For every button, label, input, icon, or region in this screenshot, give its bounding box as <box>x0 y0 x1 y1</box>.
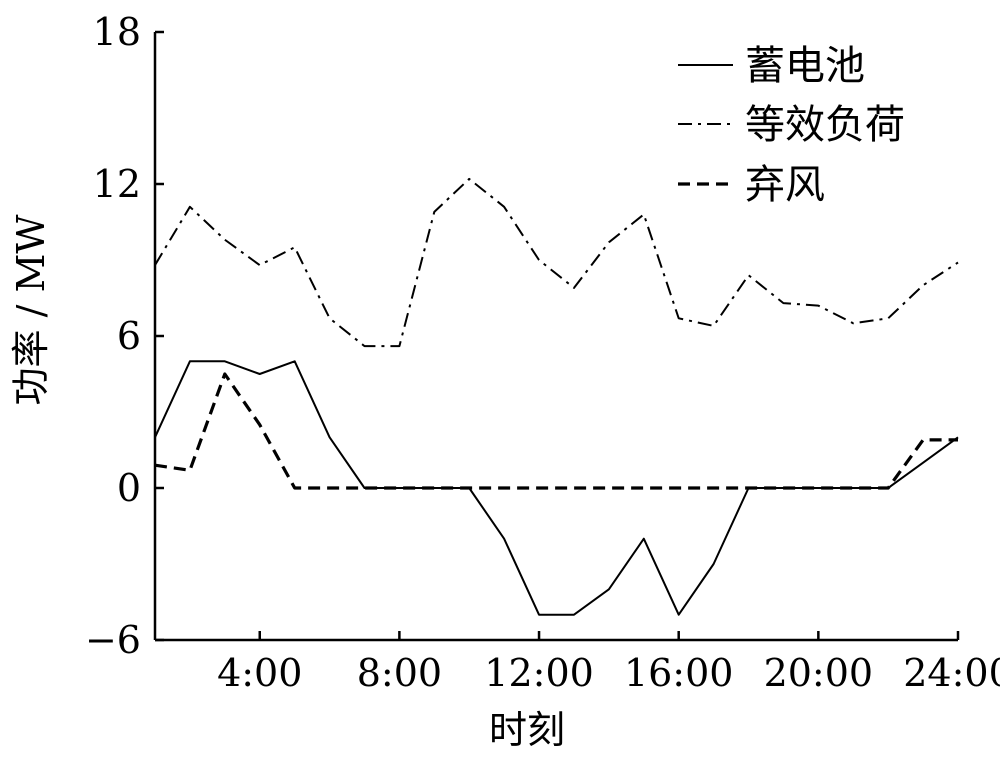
y-tick-label: 18 <box>93 10 141 54</box>
legend-label: 等效负荷 <box>745 102 905 148</box>
series-line-1 <box>154 177 959 348</box>
y-axis-title: 功率 / MW <box>9 215 53 406</box>
x-tick-label: 8:00 <box>357 651 442 695</box>
x-tick-label: 20:00 <box>764 651 874 695</box>
y-tick-label: 0 <box>117 466 141 510</box>
x-ticks: 4:00 8:00 12:00 16:00 20:00 24:00 <box>217 631 1000 695</box>
x-tick-label: 12:00 <box>484 651 594 695</box>
x-tick-label: 4:00 <box>217 651 302 695</box>
y-tick-label: 12 <box>93 162 141 206</box>
x-tick-label: 16:00 <box>624 651 734 695</box>
y-ticks: −6 0 6 12 18 <box>85 10 164 662</box>
series-line-2 <box>154 372 958 490</box>
x-axis-title: 时刻 <box>489 708 565 752</box>
legend-label: 弃风 <box>745 162 825 208</box>
series-layer <box>154 177 959 616</box>
y-tick-label: 6 <box>117 314 141 358</box>
legend-label: 蓄电池 <box>745 43 865 89</box>
x-tick-label: 24:00 <box>903 651 1000 695</box>
y-tick-label: −6 <box>85 618 141 662</box>
